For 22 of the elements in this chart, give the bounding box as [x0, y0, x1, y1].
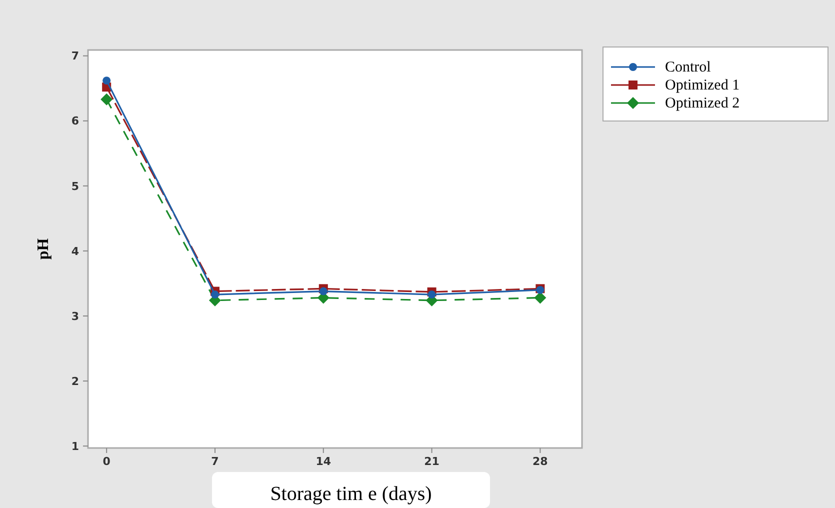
- x-tick-label: 7: [211, 455, 219, 468]
- y-tick-label: 5: [71, 180, 79, 193]
- legend-label: Optimized 2: [665, 96, 740, 112]
- legend-label: Optimized 1: [665, 78, 740, 94]
- point: [210, 290, 219, 299]
- point: [428, 290, 436, 299]
- x-axis-title: Storage tim e (days): [270, 483, 432, 505]
- legend-label: Control: [665, 60, 711, 76]
- point: [319, 287, 328, 296]
- y-tick-label: 4: [71, 244, 80, 258]
- y-tick-label: 1: [71, 440, 79, 453]
- point: [102, 76, 111, 85]
- y-tick-label: 2: [71, 374, 79, 388]
- x-tick-label: 28: [532, 455, 548, 468]
- y-tick-label: 7: [71, 50, 79, 63]
- point: [100, 93, 113, 106]
- y-axis-title: pH: [35, 238, 52, 260]
- y-tick-label: 3: [71, 310, 79, 323]
- y-tick-label: 6: [71, 114, 80, 128]
- x-tick-label: 14: [316, 455, 332, 468]
- x-tick-label: 0: [102, 455, 111, 468]
- x-tick-label: 21: [424, 455, 440, 468]
